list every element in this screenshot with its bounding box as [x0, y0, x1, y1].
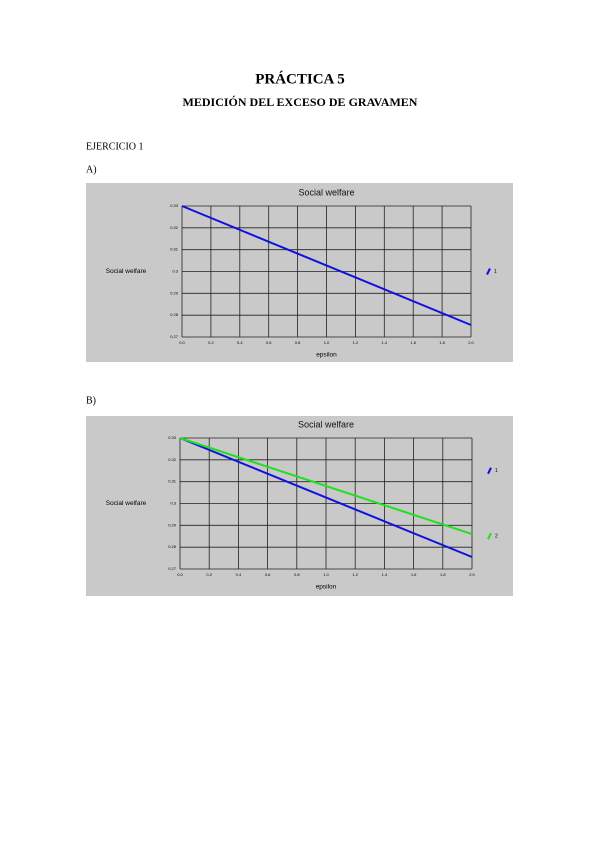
x-tick-label: 1.2	[352, 572, 358, 577]
x-tick-label: 1.8	[440, 572, 446, 577]
legend-label: 1	[494, 269, 497, 275]
y-tick-label: 0.28	[170, 312, 179, 317]
x-tick-label: 0.2	[208, 340, 214, 345]
y-axis-label: Social welfare	[106, 500, 147, 507]
x-axis-label: epsilon	[316, 584, 337, 591]
legend-swatch	[486, 268, 491, 275]
x-tick-label: 0.4	[237, 340, 243, 345]
x-tick-label: 1.4	[382, 572, 388, 577]
legend-swatch	[487, 532, 492, 540]
x-tick-label: 1.4	[382, 340, 388, 345]
legend-label: 2	[495, 534, 498, 540]
x-tick-label: 0.2	[206, 572, 212, 577]
x-tick-label: 0.0	[179, 340, 185, 345]
exercise-heading: EJERCICIO 1	[86, 141, 144, 152]
chart-title: Social welfare	[298, 419, 354, 429]
legend-label: 1	[495, 468, 498, 474]
x-tick-label: 0.8	[294, 572, 300, 577]
doc-title: PRÁCTICA 5	[255, 70, 345, 87]
y-tick-label: 0.29	[168, 522, 177, 527]
x-tick-label: 2.0	[469, 572, 475, 577]
x-tick-label: 0.0	[177, 572, 183, 577]
y-tick-label: 0.29	[170, 290, 179, 295]
x-tick-label: 0.8	[295, 340, 301, 345]
part-label: B)	[86, 395, 96, 406]
y-tick-label: 0.27	[168, 566, 177, 571]
y-tick-label: 0.28	[168, 544, 177, 549]
x-tick-label: 1.6	[411, 572, 417, 577]
x-tick-label: 2.0	[468, 340, 474, 345]
x-tick-label: 0.4	[236, 572, 242, 577]
x-tick-label: 1.0	[323, 572, 329, 577]
x-tick-label: 1.0	[324, 340, 330, 345]
y-tick-label: 0.3	[172, 269, 178, 274]
y-tick-label: 0.32	[170, 225, 179, 230]
y-tick-label: 0.31	[168, 479, 177, 484]
x-tick-label: 1.8	[439, 340, 445, 345]
chart-panel	[86, 416, 513, 596]
data-line	[179, 437, 473, 536]
y-tick-label: 0.31	[170, 247, 179, 252]
chart-panel	[86, 183, 513, 362]
x-tick-label: 1.2	[353, 340, 359, 345]
chart-title: Social welfare	[298, 187, 354, 197]
data-line	[181, 205, 472, 326]
x-tick-label: 1.6	[410, 340, 416, 345]
doc-subtitle: MEDICIÓN DEL EXCESO DE GRAVAMEN	[183, 95, 418, 109]
x-tick-label: 0.6	[266, 340, 272, 345]
y-tick-label: 0.33	[168, 435, 177, 440]
part-label: A)	[86, 164, 97, 175]
y-tick-label: 0.33	[170, 203, 179, 208]
legend-swatch	[487, 467, 492, 475]
data-line	[179, 437, 473, 558]
y-axis-label: Social welfare	[106, 268, 147, 275]
y-tick-label: 0.27	[170, 334, 179, 339]
x-tick-label: 0.6	[265, 572, 271, 577]
y-tick-label: 0.32	[168, 457, 177, 462]
x-axis-label: epsilon	[316, 352, 337, 359]
y-tick-label: 0.3	[170, 501, 176, 506]
